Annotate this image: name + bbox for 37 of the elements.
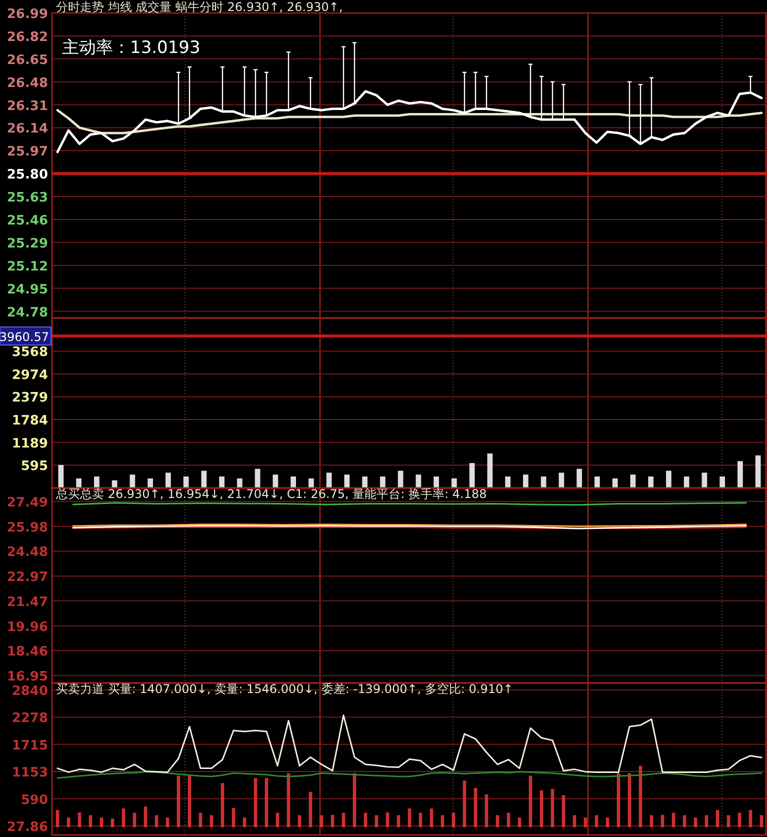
y-tick-label: 25.46 bbox=[6, 213, 48, 228]
y-tick-label: 22.97 bbox=[6, 570, 48, 586]
y-tick-label: 2840 bbox=[12, 684, 48, 700]
y-tick-label: 21.47 bbox=[6, 594, 48, 610]
y-tick-label: 26.99 bbox=[6, 7, 48, 22]
y-tick-label: 26.48 bbox=[6, 76, 48, 91]
y-tick-label: 18.46 bbox=[6, 644, 48, 660]
y-tick-label: 24.95 bbox=[6, 282, 48, 298]
y-tick-label: 1784 bbox=[12, 414, 48, 429]
y-tick-label: 27.86 bbox=[6, 820, 48, 835]
y-tick-label: 26.82 bbox=[6, 30, 48, 45]
y-tick-label: 25.98 bbox=[6, 520, 48, 536]
y-tick-label: 26.31 bbox=[6, 98, 48, 114]
chart-title: 买卖力道 买量: 1407.000↓, 卖量: 1546.000↓, 委差: -139.000↑, 多空比: 0.910↑ bbox=[56, 682, 514, 696]
y-tick-label: 24.78 bbox=[6, 305, 48, 320]
y-tick-label: 25.97 bbox=[6, 144, 48, 160]
y-tick-label: 595 bbox=[20, 459, 48, 474]
y-tick-label: 19.96 bbox=[6, 620, 48, 635]
y-tick-label: 590 bbox=[20, 792, 48, 808]
y-tick-label: 25.63 bbox=[6, 190, 48, 206]
y-tick-label: 27.49 bbox=[6, 495, 48, 510]
y-tick-label: 3568 bbox=[12, 345, 48, 360]
y-tick-label: 25.80 bbox=[6, 168, 48, 183]
annotation: 主动率：13.0193 bbox=[62, 38, 200, 58]
y-tick-label: 24.48 bbox=[6, 545, 48, 560]
y-tick-label: 26.65 bbox=[6, 52, 48, 68]
y-tick-label: 1153 bbox=[12, 766, 48, 781]
chart-title: 分时走势 均线 成交量 蜗牛分时 26.930↑, 26.930↑, bbox=[56, 0, 343, 14]
y-tick-label: 25.12 bbox=[6, 259, 48, 274]
y-tick-label: 1189 bbox=[12, 436, 48, 452]
y-tick-label: 25.29 bbox=[6, 236, 48, 252]
y-tick-label: 2379 bbox=[12, 390, 48, 406]
y-tick-label: 2974 bbox=[12, 368, 48, 383]
y-tick-label: 26.14 bbox=[6, 122, 48, 137]
y-tick-label: 16.95 bbox=[6, 670, 48, 685]
y-tick-label: 1715 bbox=[12, 738, 48, 754]
y-tick-label: 2278 bbox=[12, 711, 48, 726]
